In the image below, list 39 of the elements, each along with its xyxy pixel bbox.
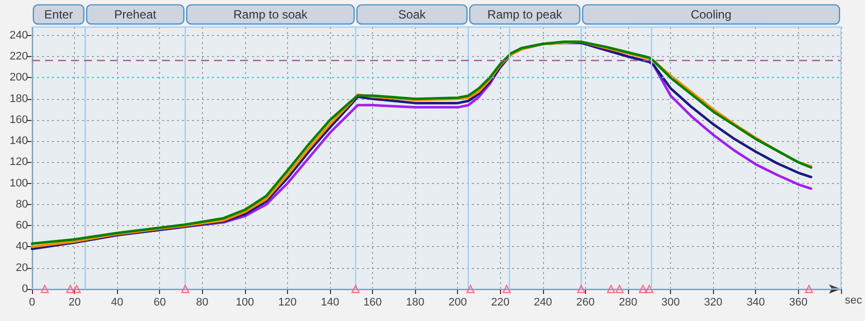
- y-tick-label: 220: [10, 50, 28, 63]
- x-tick-label: 220: [491, 296, 510, 308]
- x-tick-label: 240: [534, 296, 552, 308]
- x-tick-label: 360: [789, 296, 808, 308]
- x-tick-label: 200: [448, 296, 467, 308]
- y-tick-label: 240: [10, 29, 28, 42]
- x-tick-label: 100: [236, 296, 254, 308]
- x-tick-label: 120: [278, 296, 297, 308]
- x-tick-label: 260: [576, 296, 595, 308]
- x-tick-label: 300: [661, 296, 680, 308]
- y-tick-label: 160: [10, 114, 28, 126]
- y-tick-label: 180: [10, 92, 28, 105]
- y-tick-label: 0: [22, 283, 28, 295]
- x-tick-label: 320: [704, 296, 722, 308]
- y-tick-label: 60: [16, 220, 28, 232]
- band-label: Preheat: [114, 7, 157, 22]
- y-tick-label: 40: [16, 240, 28, 253]
- x-tick-label: 0: [28, 296, 36, 308]
- band-label: Enter: [44, 7, 73, 22]
- y-tick-label: 200: [10, 72, 28, 84]
- y-tick-label: 80: [16, 198, 28, 210]
- x-tick-label: 140: [320, 296, 340, 308]
- x-tick-label: 40: [111, 296, 124, 308]
- band-label: Ramp to peak: [487, 7, 564, 22]
- band-label: Cooling: [690, 7, 732, 22]
- y-tick-label: 120: [10, 156, 28, 168]
- x-tick-label: 60: [154, 296, 166, 308]
- x-tick-label: 160: [363, 296, 382, 308]
- band-label: Soak: [398, 7, 427, 22]
- x-axis-title: sec: [844, 294, 862, 306]
- x-tick-label: 280: [618, 296, 638, 308]
- band-label: Ramp to soak: [233, 7, 308, 22]
- x-tick-label: 340: [746, 296, 765, 308]
- x-tick-label: 80: [196, 296, 208, 308]
- x-tick-label: 20: [68, 296, 81, 308]
- y-tick-label: 20: [16, 262, 28, 274]
- x-tick-label: 180: [406, 296, 424, 308]
- y-tick-label: 100: [10, 177, 28, 190]
- y-tick-label: 140: [10, 135, 28, 148]
